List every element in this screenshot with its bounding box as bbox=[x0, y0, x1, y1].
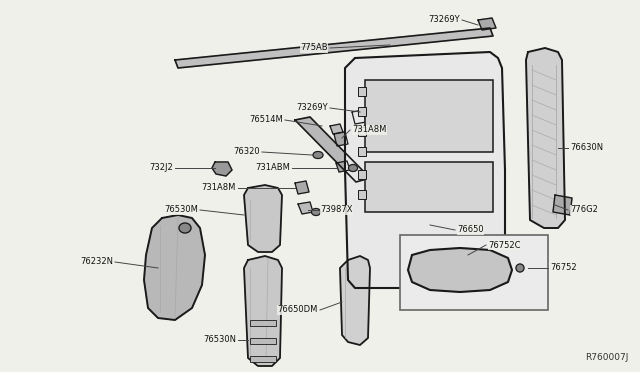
Polygon shape bbox=[352, 110, 366, 124]
Polygon shape bbox=[340, 256, 370, 345]
Text: 775AB: 775AB bbox=[300, 44, 328, 52]
Text: 73269Y: 73269Y bbox=[428, 16, 460, 25]
Polygon shape bbox=[295, 181, 309, 194]
Polygon shape bbox=[526, 48, 565, 228]
Text: 731A8M: 731A8M bbox=[352, 125, 387, 135]
Bar bbox=[250, 338, 276, 344]
Bar bbox=[365, 80, 493, 152]
Bar bbox=[358, 107, 366, 116]
Bar bbox=[358, 127, 366, 136]
Polygon shape bbox=[408, 248, 512, 292]
Polygon shape bbox=[244, 256, 282, 366]
Bar bbox=[358, 147, 366, 156]
Polygon shape bbox=[295, 117, 370, 182]
Text: 73269Y: 73269Y bbox=[296, 103, 328, 112]
Bar bbox=[358, 190, 366, 199]
Polygon shape bbox=[144, 215, 205, 320]
Ellipse shape bbox=[349, 164, 358, 171]
Text: 76752C: 76752C bbox=[488, 241, 520, 250]
Text: 76752: 76752 bbox=[550, 263, 577, 273]
Text: R760007J: R760007J bbox=[584, 353, 628, 362]
Ellipse shape bbox=[516, 264, 524, 272]
Text: 76530M: 76530M bbox=[164, 205, 198, 215]
Polygon shape bbox=[336, 161, 350, 172]
Text: 76320: 76320 bbox=[234, 148, 260, 157]
Text: 76650: 76650 bbox=[457, 225, 484, 234]
Polygon shape bbox=[244, 185, 282, 252]
Polygon shape bbox=[334, 132, 348, 146]
Text: 776G2: 776G2 bbox=[570, 205, 598, 215]
Bar bbox=[358, 87, 366, 96]
Text: 76530N: 76530N bbox=[203, 336, 236, 344]
Text: 732J2: 732J2 bbox=[149, 164, 173, 173]
Polygon shape bbox=[478, 18, 496, 30]
Text: 76650DM: 76650DM bbox=[278, 305, 318, 314]
Text: 73987X: 73987X bbox=[320, 205, 353, 215]
Bar bbox=[250, 320, 276, 326]
Bar bbox=[365, 162, 493, 212]
Bar bbox=[250, 356, 276, 362]
Text: 731A8M: 731A8M bbox=[202, 183, 236, 192]
Polygon shape bbox=[298, 202, 313, 214]
Polygon shape bbox=[345, 52, 505, 288]
Bar bbox=[400, 235, 548, 310]
Polygon shape bbox=[175, 28, 493, 68]
Polygon shape bbox=[553, 195, 572, 215]
Text: 76630N: 76630N bbox=[570, 144, 603, 153]
Ellipse shape bbox=[313, 151, 323, 158]
Ellipse shape bbox=[179, 223, 191, 233]
Text: 731ABM: 731ABM bbox=[255, 164, 290, 173]
Text: 76514M: 76514M bbox=[249, 115, 283, 125]
Text: 76232N: 76232N bbox=[80, 257, 113, 266]
Polygon shape bbox=[330, 124, 343, 134]
Ellipse shape bbox=[312, 208, 321, 215]
Polygon shape bbox=[212, 162, 232, 176]
Bar bbox=[358, 170, 366, 179]
